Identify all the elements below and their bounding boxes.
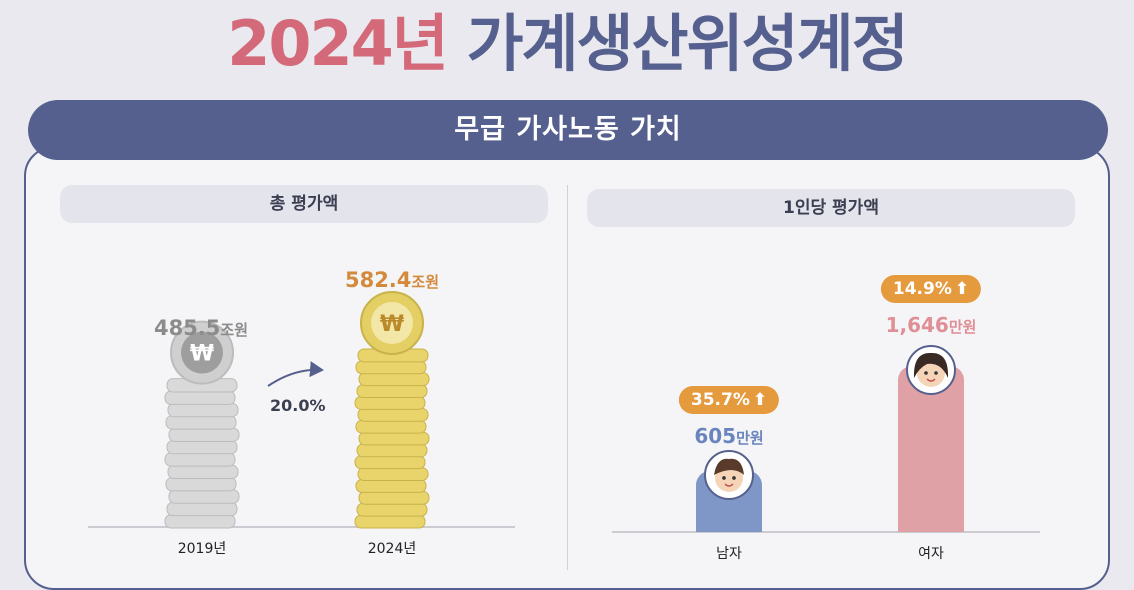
- avatar-male-icon: [704, 449, 754, 500]
- up-arrow-icon: ⬆: [954, 279, 970, 299]
- coin-layer: [357, 407, 429, 422]
- value-label-2024: 582.4조원: [344, 268, 440, 292]
- coin-layer: [167, 464, 239, 480]
- coin-layer: [354, 514, 426, 529]
- coin-layer: [356, 502, 428, 517]
- growth-arrow-icon: [267, 361, 324, 387]
- coin-layer: [164, 390, 236, 405]
- section-banner: 무급 가사노동 가치: [28, 100, 1108, 160]
- coin-layer: [358, 372, 430, 387]
- avatar-female-icon: [906, 345, 956, 395]
- chart-canvas: ₩₩: [88, 291, 1040, 533]
- x-tick-male: 남자: [716, 546, 742, 562]
- coin-layer: [356, 384, 428, 398]
- bar-female: [898, 345, 964, 532]
- x-tick-2024: 2024년: [367, 541, 417, 557]
- value-label-2019: 485.5조원: [153, 316, 249, 340]
- badge-male: 35.7% ⬆: [678, 386, 780, 414]
- coin-layer: [164, 514, 236, 529]
- title-rest: 가계생산위성계정: [466, 7, 908, 80]
- coin-layer: [354, 455, 426, 470]
- value-label-female: 1,646만원: [885, 313, 977, 337]
- coin-layer: [357, 467, 429, 482]
- coin-layer: [167, 402, 239, 418]
- coin-layer: [166, 439, 238, 455]
- coin-layer: [358, 431, 430, 446]
- coin-inner: [371, 302, 413, 344]
- badge-female: 14.9% ⬆: [880, 275, 982, 303]
- coin-layer: [165, 477, 237, 492]
- coin-layer: [168, 427, 240, 442]
- coin-layer: [168, 489, 240, 504]
- growth-label: 20.0%: [270, 396, 326, 415]
- title-year: 2024년: [227, 7, 449, 80]
- coin-layer: [164, 452, 236, 467]
- right-heading: 1인당 평가액: [587, 189, 1075, 227]
- coin-stack-2024: ₩: [354, 291, 430, 529]
- won-symbol-icon: ₩: [380, 312, 404, 337]
- coin-layer: [356, 443, 428, 458]
- bar-male: [696, 449, 762, 532]
- x-tick-2019: 2019년: [177, 541, 227, 557]
- coin-layer: [355, 419, 427, 434]
- panel-divider: [567, 185, 568, 570]
- won-symbol-icon: ₩: [190, 342, 214, 367]
- coin-layer: [166, 501, 238, 517]
- coin-stack-2019: ₩: [164, 320, 240, 529]
- page-title: 2024년 가계생산위성계정: [0, 2, 1134, 86]
- coin-layer: [355, 479, 427, 493]
- coin-layer: [165, 415, 237, 430]
- up-arrow-icon: ⬆: [752, 390, 768, 410]
- coin-layer: [358, 490, 430, 505]
- left-heading: 총 평가액: [60, 185, 548, 223]
- bar-female-rect: [898, 366, 964, 532]
- value-label-male: 605만원: [694, 424, 764, 448]
- coin-inner: [181, 331, 223, 374]
- x-tick-female: 여자: [918, 546, 944, 562]
- coin-layer: [354, 395, 426, 410]
- coin-layer: [355, 360, 427, 375]
